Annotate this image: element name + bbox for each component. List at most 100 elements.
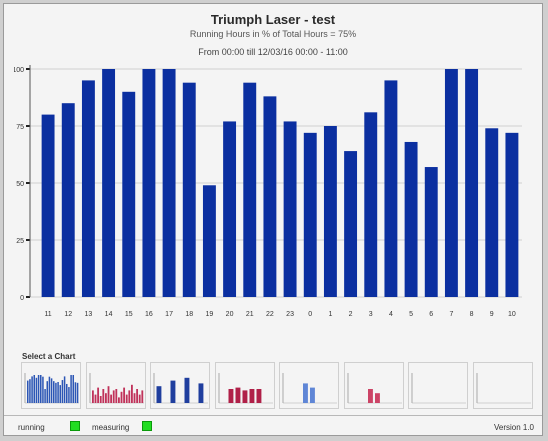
thumb-bar: [123, 387, 126, 403]
bar[interactable]: [384, 80, 398, 298]
legend-running-swatch: [70, 421, 80, 431]
bar[interactable]: [81, 80, 95, 298]
thumb-bar: [55, 382, 57, 403]
thumb-bar: [37, 375, 40, 403]
bar[interactable]: [283, 121, 297, 297]
bar[interactable]: [223, 121, 237, 297]
thumb-bar: [118, 397, 120, 403]
x-tick-label: 2: [349, 311, 353, 318]
thumb-bar: [112, 390, 115, 403]
bar[interactable]: [142, 69, 156, 297]
bar[interactable]: [61, 103, 75, 297]
bar[interactable]: [485, 128, 499, 297]
thumb-bar: [27, 380, 29, 403]
thumb-bar: [70, 375, 72, 403]
legend-running-label: running: [18, 423, 45, 432]
chart-thumbnail[interactable]: [215, 362, 275, 409]
thumb-bar: [33, 375, 36, 403]
x-tick-label: 3: [369, 311, 373, 318]
x-tick-label: 1: [328, 311, 332, 318]
bar[interactable]: [102, 69, 116, 297]
thumb-bar: [42, 376, 44, 403]
thumb-bar: [138, 394, 141, 403]
x-tick-label: 23: [286, 311, 294, 318]
thumb-bar: [136, 389, 139, 403]
x-tick-label: 22: [266, 311, 274, 318]
bar[interactable]: [263, 96, 277, 297]
thumb-bar: [256, 389, 262, 403]
thumb-bar: [102, 389, 105, 403]
chart-subtitle: Running Hours in % of Total Hours = 75%: [189, 29, 357, 39]
bar[interactable]: [364, 112, 378, 297]
thumb-bar: [115, 389, 118, 403]
bar[interactable]: [465, 69, 479, 297]
thumb-bar: [35, 377, 38, 403]
thumb-bar: [48, 376, 51, 403]
thumb-bar: [72, 375, 75, 403]
legend-measuring-swatch: [142, 421, 152, 431]
y-tick-label: 100: [14, 67, 24, 74]
bar[interactable]: [162, 69, 176, 297]
bar[interactable]: [404, 141, 418, 297]
thumb-bar: [94, 394, 97, 403]
thumbnail-chart: [218, 373, 273, 404]
bar[interactable]: [444, 69, 458, 297]
thumb-bar: [97, 387, 100, 403]
thumbnail-chart: [476, 373, 531, 404]
x-tick-label: 8: [470, 311, 474, 318]
thumb-bar: [50, 378, 53, 403]
x-tick-label: 13: [85, 311, 93, 318]
thumb-bar: [46, 381, 49, 403]
thumb-bar: [133, 393, 136, 403]
chart-thumbnail[interactable]: [150, 362, 210, 409]
bar[interactable]: [122, 91, 136, 297]
bar[interactable]: [424, 167, 438, 297]
thumb-bar: [184, 377, 190, 403]
x-tick-label: 21: [246, 311, 254, 318]
thumb-bar: [63, 376, 66, 403]
thumb-bar: [99, 396, 102, 403]
thumb-bar: [74, 382, 77, 403]
bar[interactable]: [303, 132, 317, 297]
bar[interactable]: [243, 82, 257, 298]
thumb-bar: [125, 394, 128, 403]
y-tick-label: 0: [20, 295, 24, 302]
thumb-bar: [141, 390, 144, 403]
bar[interactable]: [323, 126, 337, 297]
select-chart-label: Select a Chart: [22, 352, 76, 361]
status-bar: running measuring Version 1.0: [4, 415, 542, 438]
x-tick-label: 12: [64, 311, 72, 318]
thumb-bar: [120, 391, 123, 403]
bar[interactable]: [182, 82, 196, 298]
chart-title: Triumph Laser - test: [210, 12, 336, 27]
version-label: Version 1.0: [493, 423, 534, 432]
x-tick-label: 19: [206, 311, 214, 318]
x-tick-label: 0: [308, 311, 312, 318]
thumb-bar: [92, 390, 94, 403]
chart-thumbnail[interactable]: [473, 362, 533, 409]
bar[interactable]: [41, 114, 55, 297]
bar[interactable]: [505, 132, 519, 297]
chart-thumbnail[interactable]: [279, 362, 339, 409]
x-tick-label: 15: [125, 311, 133, 318]
x-tick-label: 11: [44, 311, 51, 318]
x-tick-label: 17: [165, 311, 173, 318]
y-tick-label: 50: [16, 181, 24, 188]
thumb-bar: [156, 386, 162, 403]
x-tick-label: 18: [185, 311, 193, 318]
thumb-bar: [57, 382, 59, 403]
chart-thumbnail[interactable]: [408, 362, 468, 409]
chart-thumbnail[interactable]: [86, 362, 146, 409]
thumb-bar: [61, 380, 64, 403]
bar[interactable]: [344, 151, 358, 297]
bar[interactable]: [202, 185, 216, 297]
chart-thumbnail[interactable]: [21, 362, 81, 409]
thumb-bar: [66, 383, 68, 403]
thumbnail-chart: [153, 373, 208, 404]
thumbnail-chart: [411, 373, 466, 404]
thumbnail-chart: [282, 373, 337, 404]
chart-thumbnail[interactable]: [344, 362, 404, 409]
thumb-bar: [105, 393, 107, 403]
thumb-bar: [303, 383, 308, 403]
